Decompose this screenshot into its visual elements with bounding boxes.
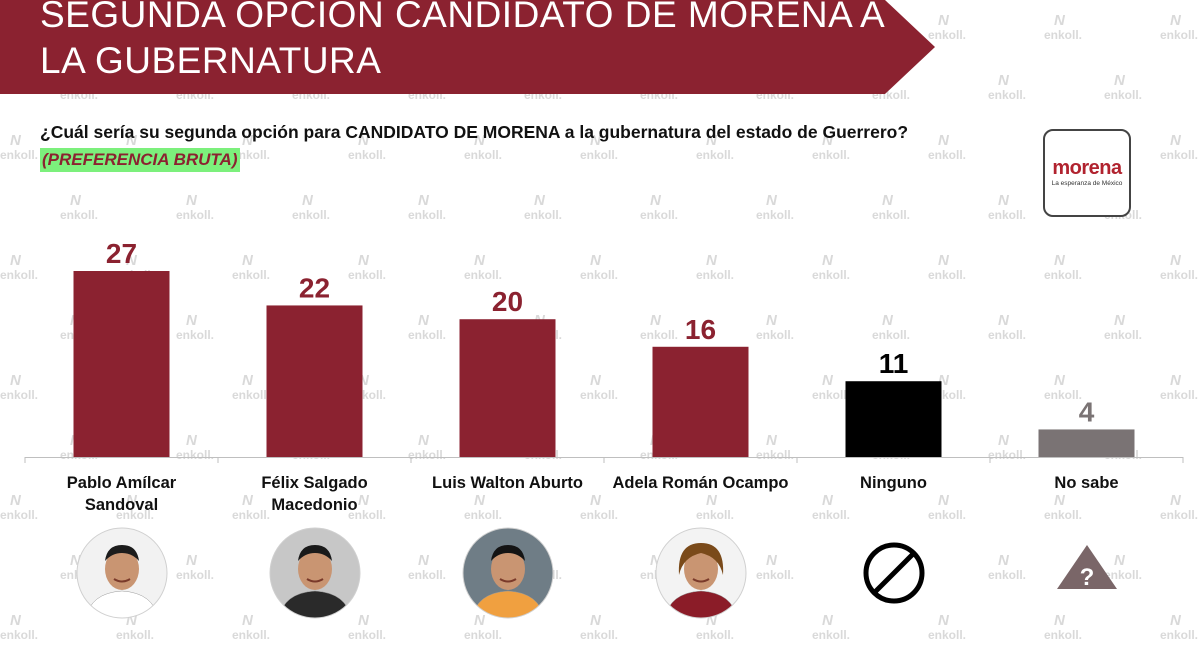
data-label-5: 4 [1079, 396, 1095, 427]
bar-2 [459, 319, 556, 457]
subtitle-highlight: (PREFERENCIA BRUTA) [40, 148, 240, 172]
title-banner: SEGUNDA OPCIÓN CANDIDATO DE MORENA A LA … [0, 0, 935, 94]
category-label-5: No sabe [1054, 474, 1119, 492]
bar-0 [73, 271, 170, 457]
photo-felix-salgado [269, 527, 361, 619]
survey-question: ¿Cuál sería su segunda opción para CANDI… [40, 122, 909, 142]
bar-1 [266, 305, 363, 457]
morena-logo: morena La esperanza de México [1043, 129, 1131, 217]
photo-adela-roman [655, 527, 747, 619]
category-label-1: Félix Salgado Macedonio [261, 474, 368, 514]
photo-pablo-amilcar [76, 527, 168, 619]
logo-slogan: La esperanza de México [1051, 180, 1123, 187]
category-label-0: Pablo Amílcar Sandoval [66, 474, 177, 514]
photo-luis-walton [462, 527, 554, 619]
svg-text:?: ? [1079, 564, 1094, 591]
data-label-0: 27 [106, 238, 137, 269]
data-label-2: 20 [492, 286, 523, 317]
data-label-1: 22 [299, 272, 330, 303]
question-triangle-icon: ? [1041, 527, 1133, 619]
data-label-4: 11 [879, 348, 909, 379]
prohibited-icon [848, 527, 940, 619]
category-label-2: Luis Walton Aburto [432, 474, 583, 492]
bar-3 [652, 346, 749, 457]
page-title: SEGUNDA OPCIÓN CANDIDATO DE MORENA A LA … [40, 0, 884, 81]
category-label-3: Adela Román Ocampo [612, 474, 789, 492]
data-label-3: 16 [685, 314, 716, 345]
logo-name: morena [1052, 157, 1122, 179]
bar-4 [845, 381, 942, 457]
category-label-4: Ninguno [860, 474, 927, 492]
bar-5 [1038, 429, 1135, 457]
